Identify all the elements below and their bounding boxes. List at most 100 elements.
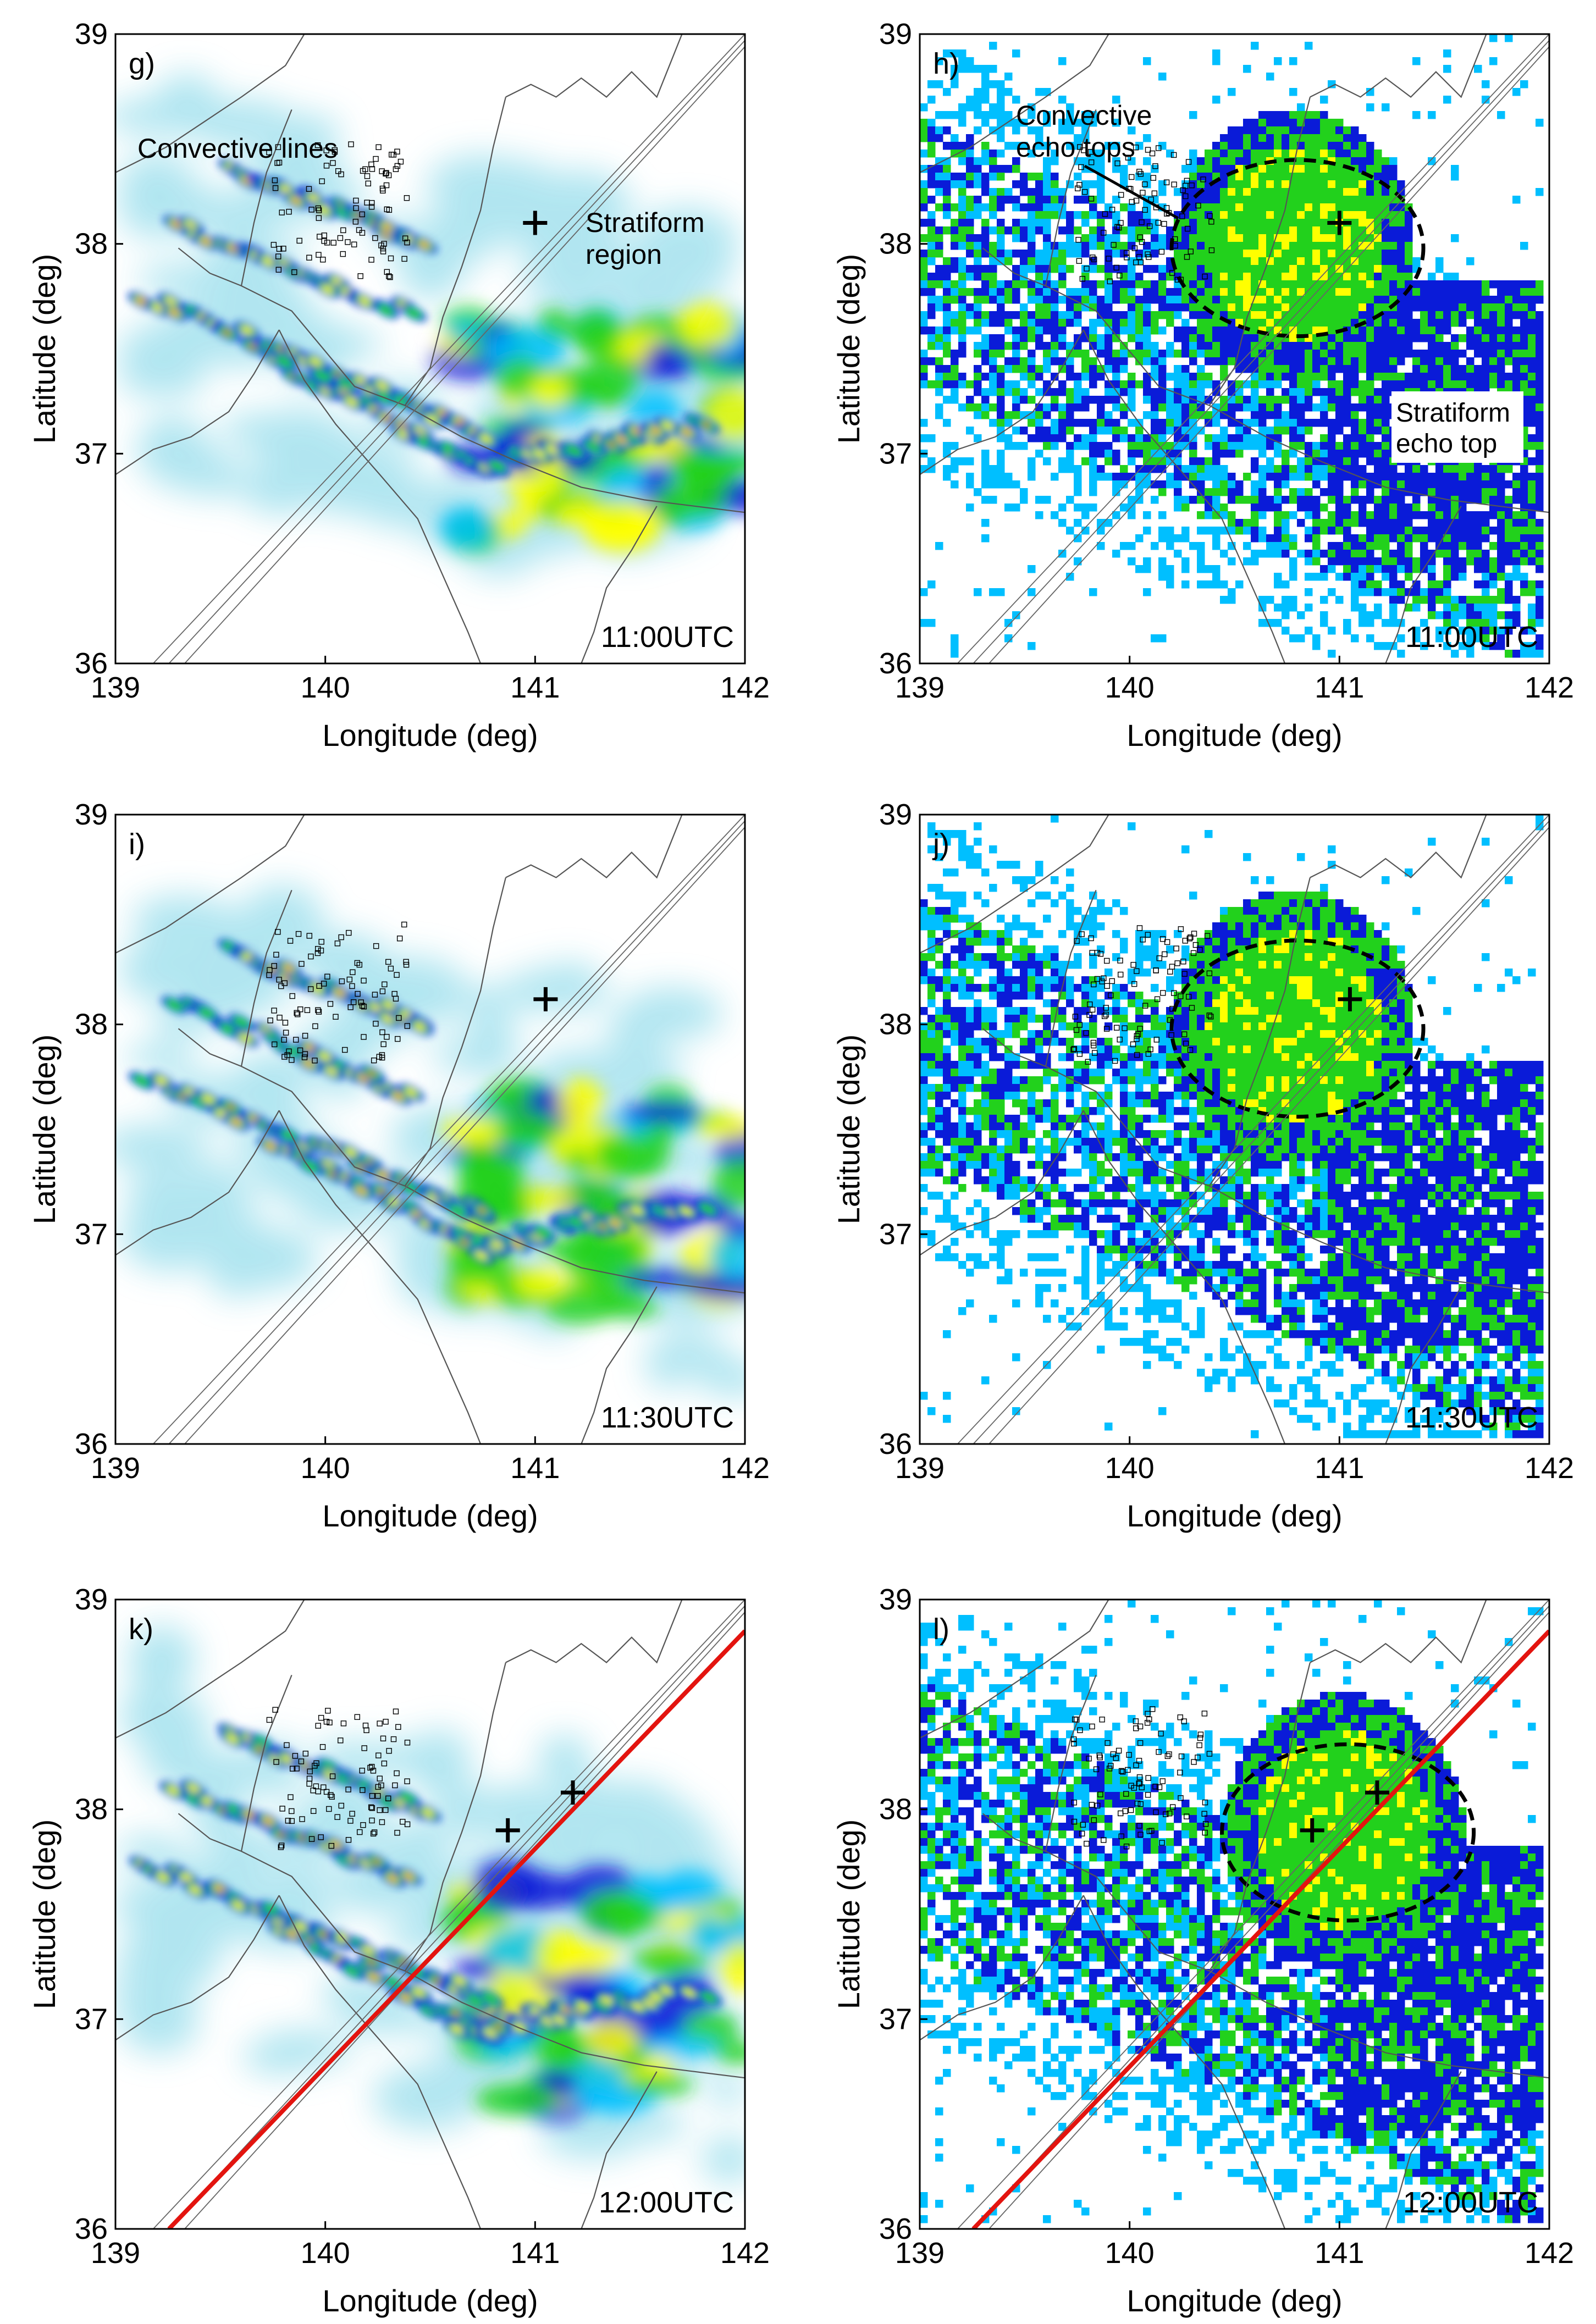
echo-top-pixel (1351, 357, 1359, 366)
echo-top-pixel (1089, 226, 1097, 235)
flight-track-line (184, 827, 745, 1444)
echo-top-pixel (1297, 342, 1305, 350)
echo-top-pixel (1358, 280, 1367, 289)
echo-top-pixel (1512, 311, 1521, 319)
echo-top-pixel (1258, 380, 1267, 389)
echo-top-pixel (1012, 280, 1020, 289)
echo-top-pixel (1212, 403, 1221, 412)
echo-top-pixel (1343, 473, 1351, 481)
echo-top-pixel (935, 173, 943, 181)
echo-top-pixel (1081, 396, 1090, 404)
echo-top-pixel (1004, 365, 1013, 373)
echo-top-pixel (1220, 357, 1228, 366)
echo-top-pixel (1089, 365, 1097, 373)
echo-top-pixel (1043, 165, 1051, 173)
echo-top-pixel (1181, 427, 1190, 435)
echo-top-pixel (1135, 434, 1144, 442)
echo-top-pixel (1220, 396, 1228, 404)
echo-top-pixel (1128, 157, 1136, 165)
echo-top-pixel (1274, 273, 1282, 281)
echo-top-pixel (1128, 203, 1136, 212)
flight-track-line (184, 46, 745, 663)
echo-top-pixel (1428, 273, 1436, 281)
echo-top-pixel (1443, 565, 1451, 573)
echo-cell (152, 435, 224, 493)
echo-top-pixel (1258, 165, 1267, 173)
echo-top-pixel (1274, 604, 1282, 612)
echo-top-pixel (1335, 311, 1344, 319)
echo-top-pixel (958, 157, 967, 165)
echo-top-pixel (1105, 288, 1113, 296)
echo-top-pixel (1274, 396, 1282, 404)
echo-top-pixel (1289, 496, 1297, 504)
echo-top-pixel (920, 357, 928, 366)
echo-top-pixel (1189, 303, 1197, 312)
echo-cell (515, 1270, 567, 1297)
echo-top-pixel (1397, 273, 1405, 281)
echo-top-pixel (1343, 350, 1351, 358)
echo-top-pixel (1443, 96, 1451, 104)
echo-top-pixel (1205, 465, 1213, 473)
echo-top-pixel (1105, 365, 1113, 373)
echo-top-pixel (1335, 596, 1344, 604)
echo-top-pixel (1374, 611, 1382, 619)
echo-top-pixel (1205, 327, 1213, 335)
echo-top-pixel (974, 250, 982, 258)
boundary-line (920, 34, 1109, 173)
echo-top-pixel (1358, 542, 1367, 550)
echo-top-pixel (1366, 511, 1374, 519)
echo-top-pixel (997, 119, 1005, 127)
echo-top-pixel (1143, 280, 1151, 289)
echo-top-pixel (1374, 226, 1382, 235)
echo-top-pixel (1120, 427, 1128, 435)
echo-top-pixel (1251, 480, 1259, 489)
echo-top-pixel (1105, 303, 1113, 312)
echo-top-pixel (1528, 342, 1536, 350)
echo-top-pixel (1443, 627, 1451, 635)
echo-top-pixel (1335, 496, 1344, 504)
echo-top-pixel (1174, 380, 1182, 389)
echo-top-pixel (1320, 288, 1328, 296)
echo-top-pixel (1205, 150, 1213, 158)
echo-top-pixel (1282, 280, 1290, 289)
echo-top-pixel (989, 42, 997, 50)
echo-top-pixel (1489, 604, 1498, 612)
echo-top-pixel (1520, 465, 1528, 473)
echo-top-pixel (1482, 627, 1490, 635)
echo-top-pixel (1158, 457, 1167, 466)
echo-top-pixel (1466, 550, 1474, 558)
echo-top-pixel (974, 296, 982, 304)
echo-top-pixel (1243, 65, 1251, 73)
echo-top-pixel (1389, 250, 1398, 258)
echo-top-pixel (1382, 473, 1390, 481)
echo-top-pixel (1335, 234, 1344, 242)
echo-top-pixel (1035, 411, 1043, 419)
echo-top-pixel (1181, 165, 1190, 173)
echo-top-pixel (1297, 188, 1305, 196)
echo-top-pixel (1174, 503, 1182, 512)
echo-top-pixel (1451, 373, 1459, 381)
echo-top-pixel (1181, 219, 1190, 227)
echo-top-pixel (1420, 473, 1428, 481)
echo-top-pixel (1343, 573, 1351, 581)
echo-top-pixel (1189, 496, 1197, 504)
lightning-marker (1131, 245, 1138, 251)
cross-marker (1327, 211, 1352, 235)
echo-top-pixel (1043, 496, 1051, 504)
echo-top-pixel (1012, 296, 1020, 304)
echo-top-pixel (1366, 157, 1374, 165)
echo-top-pixel (1528, 319, 1536, 327)
echo-top-pixel (1028, 465, 1036, 473)
lightning-marker (404, 239, 410, 246)
echo-top-pixel (1412, 365, 1421, 373)
echo-top-pixel (981, 80, 990, 88)
echo-top-pixel (1428, 604, 1436, 612)
lightning-marker (1184, 225, 1191, 232)
echo-top-pixel (1120, 503, 1128, 512)
echo-top-pixel (1066, 296, 1074, 304)
echo-top-pixel (1235, 311, 1244, 319)
echo-top-pixel (1189, 334, 1197, 342)
echo-top-pixel (1520, 557, 1528, 566)
echo-top-pixel (1035, 180, 1043, 189)
echo-top-pixel (920, 103, 928, 112)
